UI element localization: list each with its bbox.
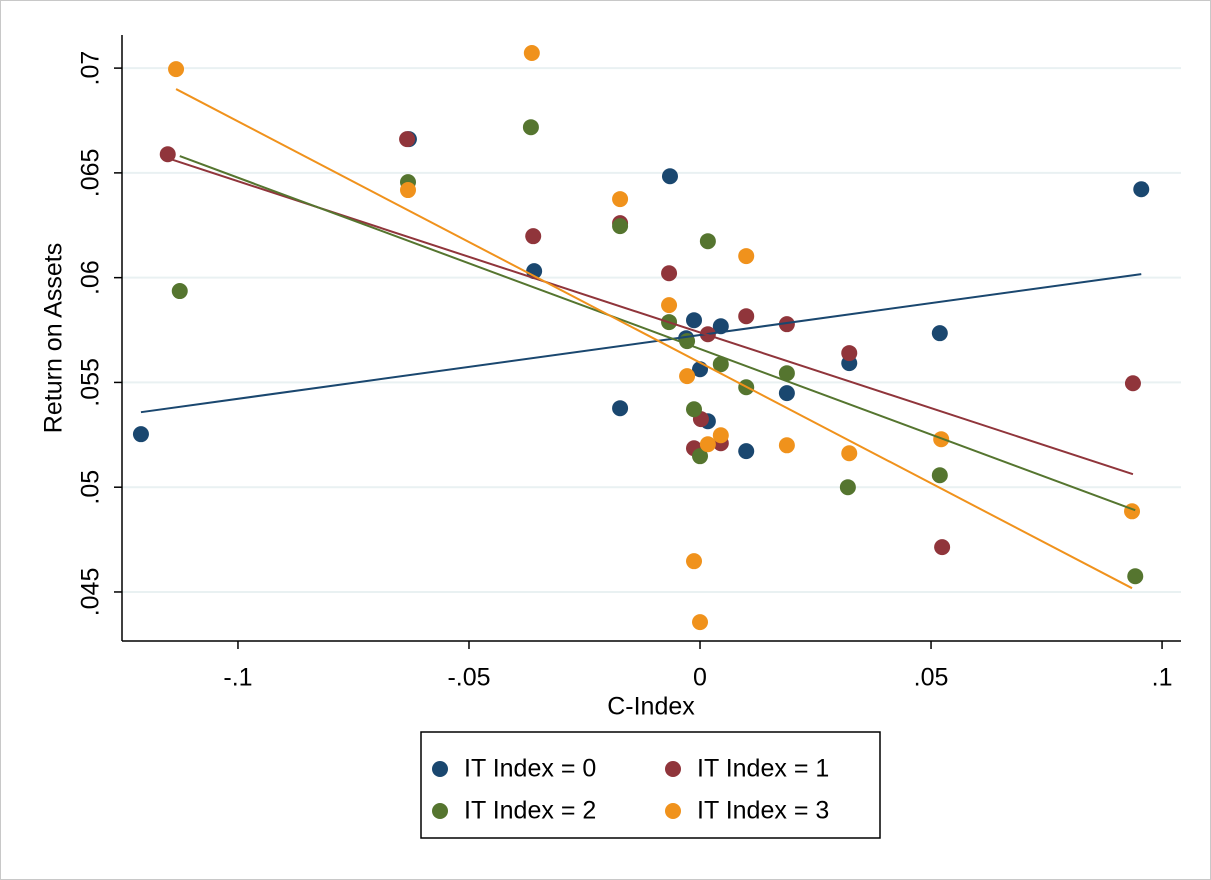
point <box>699 233 716 250</box>
point <box>841 345 858 362</box>
x-tick-label: -.05 <box>447 664 490 692</box>
point <box>612 218 629 235</box>
point <box>699 436 716 453</box>
fit-line <box>179 155 1136 512</box>
x-tick-label: 0 <box>693 664 707 692</box>
fit-line <box>175 88 1133 590</box>
point <box>686 312 703 329</box>
point <box>712 427 729 444</box>
point <box>661 297 678 314</box>
point <box>612 191 629 208</box>
point <box>778 385 795 402</box>
legend-label: IT Index = 0 <box>464 755 596 783</box>
point <box>692 448 709 465</box>
x-tick-label: .1 <box>1152 664 1173 692</box>
point <box>525 228 542 245</box>
point <box>738 248 755 265</box>
point <box>839 479 856 496</box>
y-axis-label: Return on Assets <box>40 243 68 433</box>
point <box>931 467 948 484</box>
point <box>686 401 703 418</box>
point <box>738 308 755 325</box>
y-tick-label: .065 <box>77 149 105 198</box>
point <box>522 119 539 136</box>
point <box>1133 181 1150 198</box>
y-tick-label: .055 <box>77 358 105 407</box>
point <box>1124 375 1141 392</box>
point <box>132 426 149 443</box>
legend-marker <box>665 803 681 819</box>
legend-label: IT Index = 1 <box>697 755 829 783</box>
point <box>1124 503 1141 520</box>
legend-marker <box>432 803 448 819</box>
point <box>1127 568 1144 585</box>
x-axis-label: C-Index <box>607 693 695 721</box>
x-tick-label: -.1 <box>223 664 252 692</box>
point <box>526 263 543 280</box>
y-tick-label: .07 <box>77 51 105 86</box>
legend-label: IT Index = 2 <box>464 797 596 825</box>
y-tick-label: .06 <box>77 260 105 295</box>
point <box>778 316 795 333</box>
point <box>931 325 948 342</box>
point <box>712 356 729 373</box>
legend-marker <box>432 761 448 777</box>
point <box>661 168 678 185</box>
point <box>400 182 417 199</box>
point <box>159 146 176 163</box>
point <box>778 365 795 382</box>
point <box>712 318 729 335</box>
point <box>738 443 755 460</box>
point <box>399 131 416 148</box>
point <box>168 61 185 78</box>
point <box>679 368 696 385</box>
x-tick-label: .05 <box>914 664 949 692</box>
fit-line <box>140 273 1142 414</box>
point <box>692 614 709 631</box>
point <box>612 400 629 417</box>
point <box>171 283 188 300</box>
point <box>934 539 951 556</box>
y-tick-label: .05 <box>77 470 105 505</box>
point <box>686 553 703 570</box>
legend-marker <box>665 761 681 777</box>
point <box>661 265 678 282</box>
point <box>841 445 858 462</box>
legend-label: IT Index = 3 <box>697 797 829 825</box>
legend-box <box>420 731 881 839</box>
point <box>523 45 540 62</box>
y-tick-label: .045 <box>77 568 105 617</box>
point <box>778 437 795 454</box>
